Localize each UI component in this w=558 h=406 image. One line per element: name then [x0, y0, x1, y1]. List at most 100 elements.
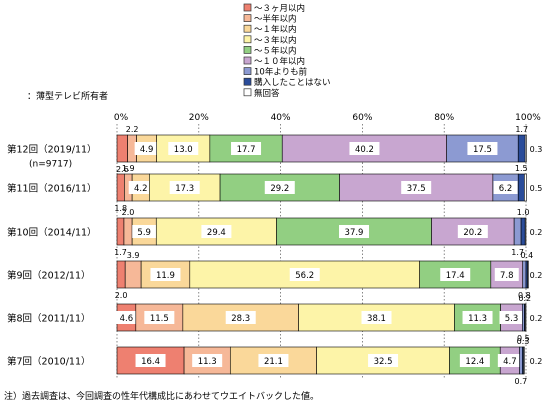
data-label-box [135, 354, 166, 367]
data-label-box [144, 311, 175, 324]
data-label: 0.2 [530, 271, 543, 280]
data-label: 0.8 [518, 291, 531, 300]
data-label: 0.5 [530, 184, 543, 193]
bar-segment [116, 173, 125, 202]
legend-label: 無回答 [254, 88, 280, 99]
data-label-box [150, 268, 181, 281]
data-label-box [499, 311, 524, 324]
data-label: 11.3 [198, 357, 217, 367]
data-label: 1.7 [511, 248, 524, 257]
data-label-box [493, 181, 518, 194]
category-label: 第8回（2011/11） [7, 313, 91, 325]
bar-segment [522, 303, 525, 332]
data-label-box [401, 181, 432, 194]
data-label: 0.7 [515, 377, 528, 386]
data-label: 38.1 [367, 314, 386, 324]
bar-segment [524, 134, 527, 163]
data-label: 17.4 [446, 271, 465, 281]
data-label-box [169, 181, 200, 194]
data-label: 1.8 [114, 204, 127, 213]
data-label-box [494, 268, 519, 281]
legend-label: ～半年以内 [254, 14, 297, 25]
legend-item: ～半年以内 [243, 14, 297, 25]
data-label-box [440, 268, 471, 281]
bar-segment [219, 173, 340, 202]
chart-subtitle: ：薄型テレビ所有者 [27, 90, 108, 102]
data-label: 37.9 [345, 228, 364, 238]
bar-segment [116, 134, 128, 163]
legend-label: 10年よりも前 [254, 67, 308, 78]
category-label: 第12回（2019/11） [7, 144, 97, 156]
data-label-box [457, 225, 488, 238]
legend-swatch [243, 35, 252, 44]
data-label: 1.7 [515, 125, 528, 134]
data-label: 2.6 [116, 165, 129, 174]
data-label: 3.9 [127, 251, 140, 260]
data-label: 1.5 [515, 164, 528, 173]
legend-label: ～１０年以内 [254, 56, 305, 67]
data-label: 1.7 [114, 248, 127, 257]
category-label: 第11回（2016/11） [7, 183, 97, 195]
legend-item: ～５年以内 [243, 45, 297, 56]
bar-segment [527, 260, 529, 289]
data-label: 0.3 [530, 145, 543, 154]
bar-segment [523, 346, 525, 375]
data-label: 29.4 [207, 228, 226, 238]
legend-label: ～３ヶ月以内 [254, 3, 305, 14]
data-label-box [361, 311, 392, 324]
data-label: 6.2 [499, 184, 513, 194]
bar-segment [524, 303, 527, 332]
data-label-box [467, 142, 498, 155]
bar-segment [123, 217, 133, 246]
data-label-box [258, 354, 289, 367]
data-label: 20.2 [463, 228, 482, 238]
data-label: 2.0 [115, 291, 128, 300]
bar-segment [517, 173, 525, 202]
legend-swatch [243, 24, 252, 33]
bar-segment [524, 217, 527, 246]
data-label: 0.3 [517, 337, 530, 346]
legend-swatch [243, 46, 252, 54]
data-label-box [225, 311, 256, 324]
data-label: 0.2 [530, 228, 543, 237]
data-label: 12.4 [465, 357, 484, 367]
chart-footnote: 注）過去調査は、今回調査の性年代構成比にあわせてウエイトバックした値。 [4, 390, 319, 402]
legend-item: ～１０年以内 [243, 56, 305, 67]
legend-item: 無回答 [243, 88, 280, 99]
data-label: 2.2 [126, 125, 139, 134]
data-label: 17.3 [175, 184, 194, 194]
data-label: 40.2 [355, 145, 374, 155]
bar-segment [124, 260, 142, 289]
data-label-box [114, 311, 139, 324]
x-tick-label: 40% [271, 113, 291, 123]
data-label: 16.4 [141, 357, 160, 367]
data-label-box [289, 268, 320, 281]
data-label-box [128, 181, 153, 194]
x-tick-label: 80% [434, 113, 454, 123]
data-label: 17.5 [473, 145, 492, 155]
x-tick-label: 0% [114, 113, 129, 123]
legend-label: ～１年以内 [254, 24, 297, 35]
bar-segment [520, 217, 526, 246]
category-label: 第9回（2012/11） [7, 270, 91, 282]
data-label-box [459, 354, 490, 367]
data-label-box [349, 142, 380, 155]
data-label-box [134, 142, 159, 155]
data-label-box [132, 225, 157, 238]
data-label-box [264, 181, 295, 194]
legend-item: ～３年以内 [243, 35, 297, 46]
data-label: 13.0 [174, 145, 193, 155]
data-label-box [368, 354, 399, 367]
legend-swatch [243, 88, 252, 97]
data-label: 2.0 [122, 208, 135, 217]
legend-swatch [243, 56, 252, 65]
bar-segment [116, 217, 125, 246]
data-label-box [192, 354, 223, 367]
data-label: 0.2 [530, 314, 543, 323]
data-label: 0.4 [520, 251, 533, 260]
legend-label: 購入したことはない [254, 77, 331, 88]
legend-swatch [243, 14, 252, 22]
data-label: 0.5 [517, 334, 530, 343]
data-label: 37.5 [407, 184, 426, 194]
